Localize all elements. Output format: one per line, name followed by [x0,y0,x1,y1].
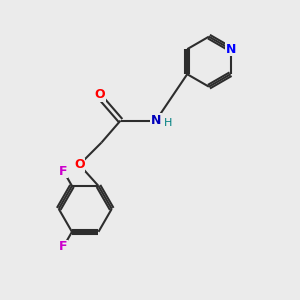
Text: O: O [94,88,105,101]
Text: F: F [59,240,68,253]
Text: N: N [225,43,236,56]
Text: F: F [59,165,68,178]
Text: H: H [164,118,172,128]
Text: N: N [151,114,161,127]
Text: O: O [74,158,85,171]
